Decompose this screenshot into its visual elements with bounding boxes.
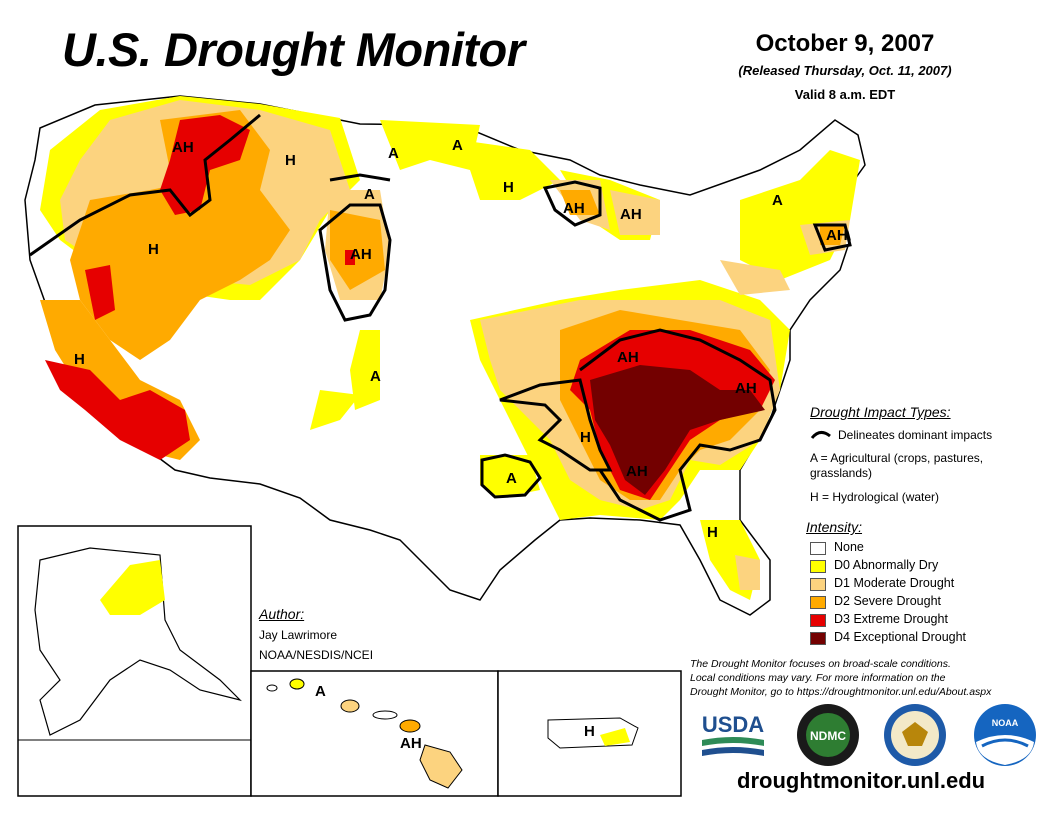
hawaii-inset-frame [250,670,499,797]
agricultural-label-cont: grasslands) [810,466,873,480]
svg-text:NDMC: NDMC [810,729,846,743]
author-name: Jay Lawrimore [259,628,338,642]
ndmc-logo: NDMC [797,704,859,766]
intensity-none: None [834,540,864,554]
author-heading: Author: [259,606,305,622]
label-a-nd: A [388,145,399,162]
delineates-label: Delineates dominant impacts [838,428,993,442]
label-h-pnw: H [148,241,159,258]
label-ah-mi: AH [620,206,642,223]
label-ah-wi: AH [563,200,585,217]
impact-labels: AH H A A A AH H H A H AH AH A AH AH AH H… [74,137,848,541]
label-ah-al: AH [626,463,648,480]
intensity-d4: D4 Exceptional Drought [834,630,967,644]
label-a-hi: A [315,683,326,700]
intensity-d3: D3 Extreme Drought [834,612,948,626]
puerto-rico-d0 [600,728,630,746]
label-ah-tn: AH [617,349,639,366]
valid-time: Valid 8 a.m. EDT [794,87,896,102]
intensity-heading: Intensity: [806,519,863,535]
website-link[interactable]: droughtmonitor.unl.edu [737,768,986,793]
d4-areas [590,365,765,495]
label-h-ca: H [74,351,85,368]
intensity-d2: D2 Severe Drought [834,594,942,608]
label-ah-mt: AH [172,139,194,156]
map-date: October 9, 2007 [755,30,935,57]
swatch-d3 [810,614,826,627]
label-a-mn: A [452,137,463,154]
swatch-d1 [810,578,826,591]
note-line-1: The Drought Monitor focuses on broad-sca… [690,658,951,670]
map-title: U.S. Drought Monitor [62,23,525,76]
agricultural-label: A = Agricultural (crops, pastures, [810,451,984,465]
label-h-ms: H [580,429,591,446]
label-ah-sd: AH [350,246,372,263]
swatch-d0 [810,560,826,573]
usda-logo: USDA [702,712,764,756]
intensity-d0: D0 Abnormally Dry [834,558,939,572]
label-h-pr: H [584,723,595,740]
note-line-3: Drought Monitor, go to https://droughtmo… [690,686,992,698]
label-h-mt: H [285,152,296,169]
alaska-d0 [100,560,165,615]
commerce-seal-logo [884,704,946,766]
hydrological-label: H = Hydrological (water) [810,490,940,504]
released-date: (Released Thursday, Oct. 11, 2007) [738,63,952,78]
swatch-d2 [810,596,826,609]
label-h-fl: H [707,524,718,541]
label-ah-nc: AH [735,380,757,397]
hawaii-islands [266,678,463,789]
swatch-d4 [810,632,826,645]
note-line-2: Local conditions may vary. For more info… [690,672,946,684]
label-a-ny: A [772,192,783,209]
label-a-ks: A [370,368,381,385]
delineation-line-sample [810,431,831,439]
alaska-outline [34,547,242,736]
impact-lines [29,113,852,522]
label-ah-hi: AH [400,735,422,752]
swatch-none [810,542,826,555]
noaa-logo: NOAA [974,704,1036,766]
author-org: NOAA/NESDIS/NCEI [259,648,374,662]
intensity-d1: D1 Moderate Drought [834,576,955,590]
svg-text:NOAA: NOAA [992,718,1019,728]
label-ah-ne: AH [826,227,848,244]
label-h-wi: H [503,179,514,196]
label-a-sd: A [364,186,375,203]
impact-types-heading: Drought Impact Types: [810,404,951,420]
label-a-tx: A [506,470,517,487]
svg-text:USDA: USDA [702,712,764,737]
